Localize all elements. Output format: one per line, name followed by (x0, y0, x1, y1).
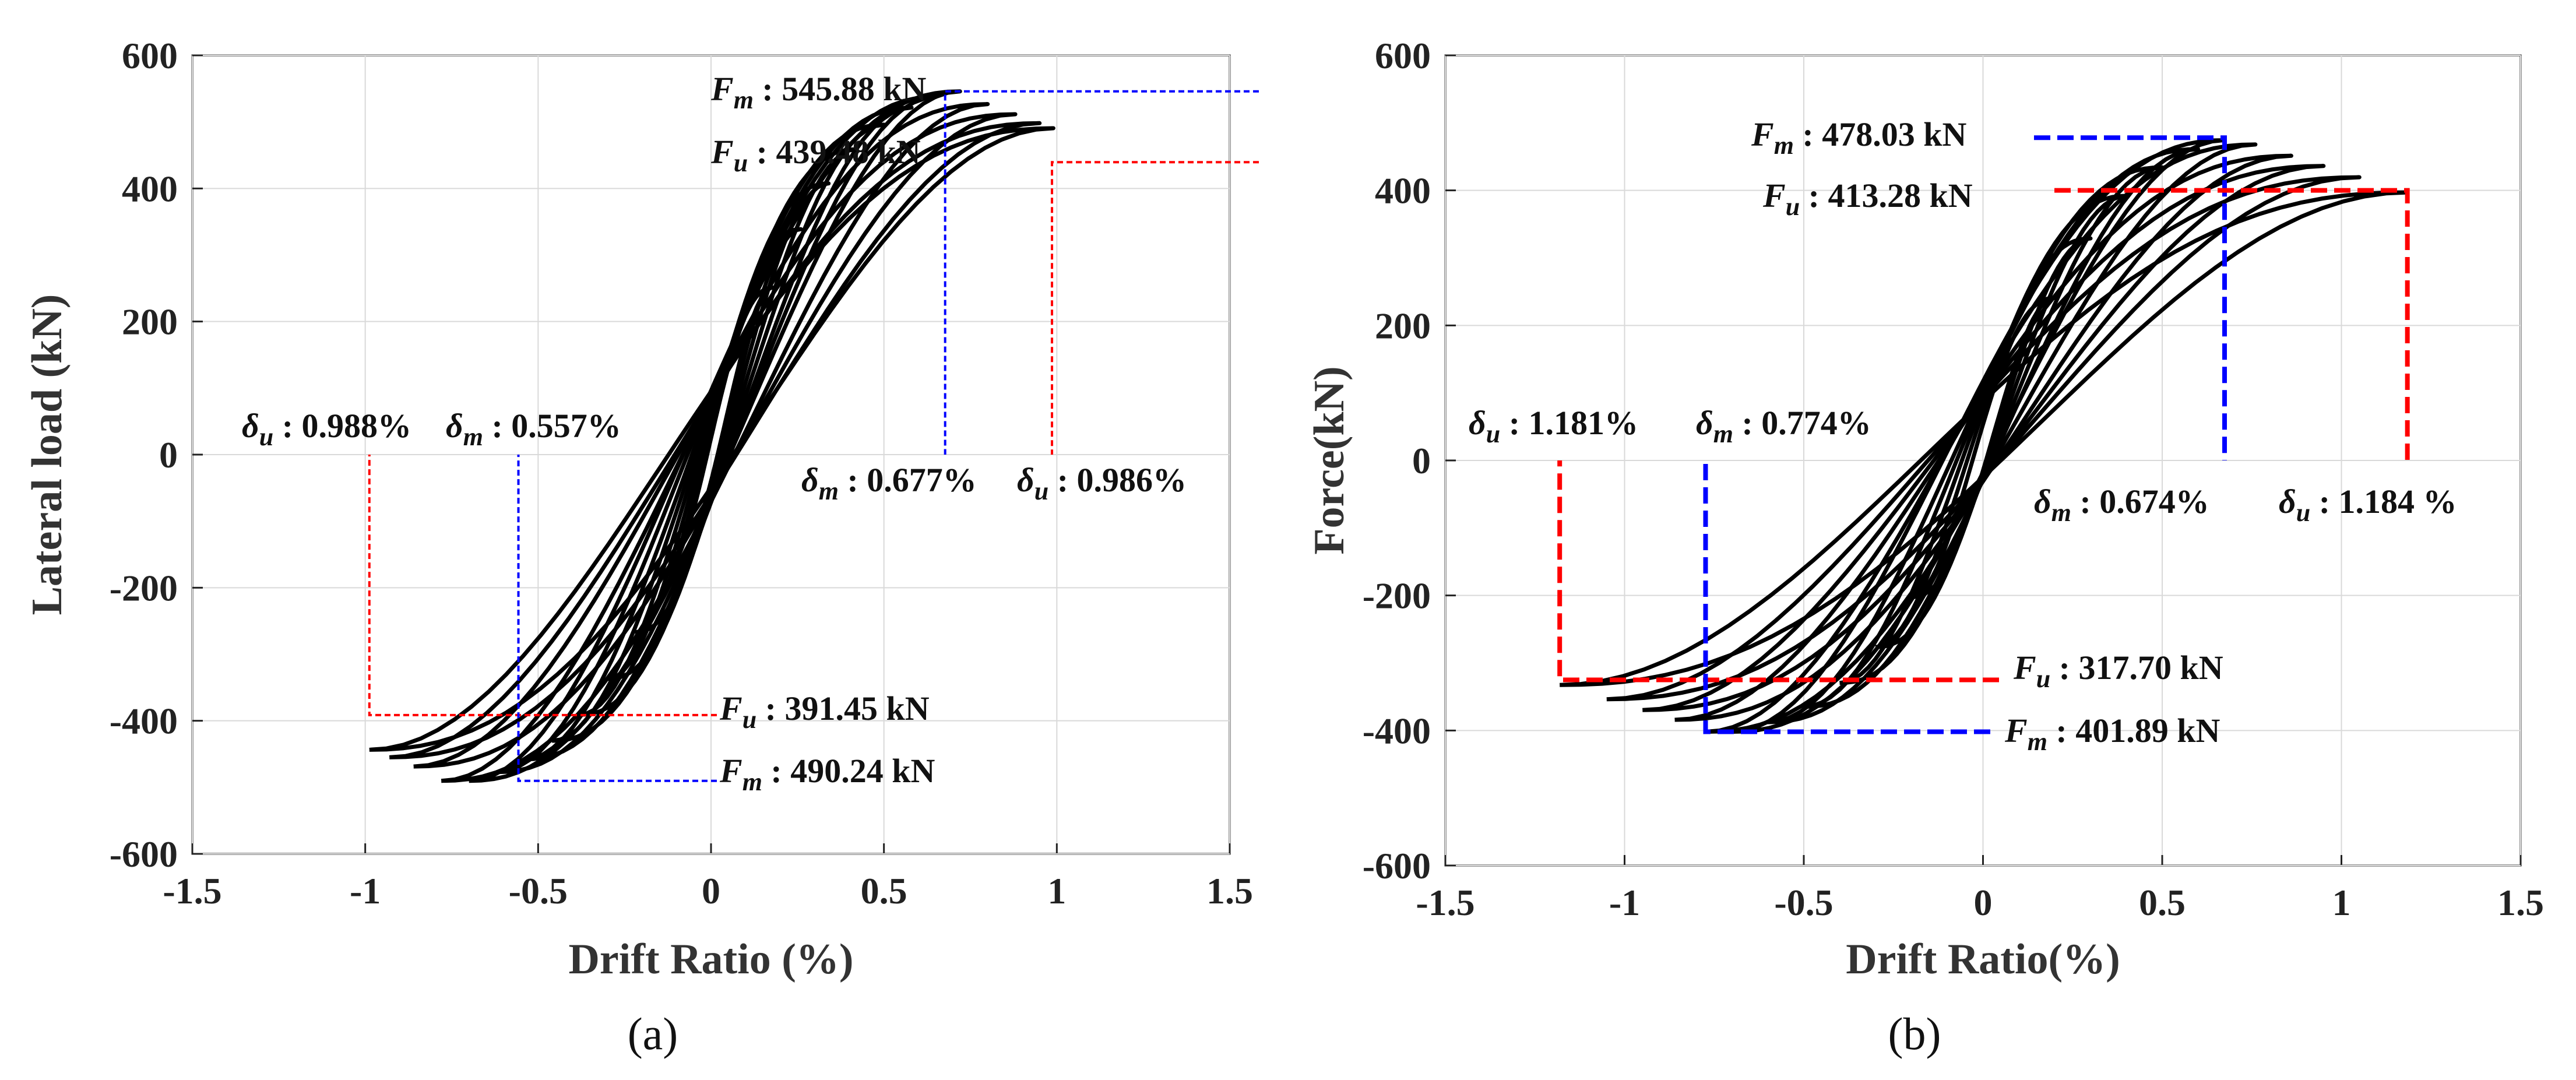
x-tick-label: -1 (1609, 882, 1640, 923)
x-axis-title: Drift Ratio(%) (1846, 935, 2120, 983)
reference-dashed-line (1051, 161, 1259, 455)
y-tick-label: 200 (1375, 305, 1431, 346)
hysteresis-loop (1642, 164, 2326, 712)
drift-annotation: δm : 0.557% (446, 407, 621, 451)
drift-annotation: δu : 1.184 % (2279, 483, 2457, 527)
reference-dashed-line (2034, 135, 2227, 460)
hysteresis-loop (1606, 175, 2362, 702)
drift-annotation: δu : 1.181% (1469, 404, 1638, 448)
force-annotation: Fu : 317.70 kN (2013, 649, 2223, 693)
drift-annotation: δu : 0.988% (242, 407, 411, 451)
x-tick-label: -1.5 (163, 870, 221, 912)
x-tick-label: -0.5 (509, 870, 568, 912)
panel-b: -1.5 -1 -0.5 0 0.5 1 1.5 600 400 200 0 -200 -400 -600… (1305, 35, 2544, 1059)
y-axis-title: Lateral load (kN) (23, 294, 71, 615)
y-tick-label: 600 (122, 35, 178, 76)
drift-annotation: δm : 0.677% (801, 461, 977, 505)
hysteresis-loop (389, 121, 1042, 759)
hysteresis-loop (441, 102, 990, 783)
y-tick-label: -200 (110, 567, 178, 608)
hysteresis-loop (413, 112, 1018, 769)
reference-dashed-line (1557, 460, 1999, 683)
panel-a: -1.5 -1 -0.5 0 0.5 1 1.5 600 400 200 0 -200 -400 -600… (23, 35, 1259, 1059)
y-tick-label: 600 (1375, 35, 1431, 76)
x-tick-label: 1.5 (2497, 882, 2544, 923)
reference-dashed-line (368, 455, 717, 716)
hysteresis-loop (524, 105, 914, 762)
x-tick-label: -0.5 (1774, 882, 1833, 923)
reference-dashed-line (517, 455, 717, 782)
force-annotation: Fu : 413.28 kN (1762, 177, 1973, 221)
panel-caption: (a) (628, 1008, 678, 1059)
force-annotation: Fm : 401.89 kN (2004, 712, 2220, 756)
force-annotation: Fm : 545.88 kN (710, 70, 926, 114)
x-tick-label: 0.5 (2139, 882, 2186, 923)
hysteresis-loop (369, 126, 1055, 752)
reference-dashed-line (2054, 188, 2410, 460)
x-tick-label: 1 (2332, 882, 2351, 923)
y-tick-label: -200 (1363, 575, 1431, 617)
force-annotation: Fu : 391.45 kN (719, 689, 930, 734)
y-tick-label: -600 (1363, 845, 1431, 886)
x-axis-title: Drift Ratio (%) (568, 935, 853, 983)
drift-annotation: δm : 0.674% (2034, 483, 2209, 527)
y-tick-label: -600 (110, 833, 178, 875)
x-tick-label: -1.5 (1416, 882, 1474, 923)
y-tick-label: 0 (159, 434, 178, 476)
x-tick-label: 1.5 (1206, 870, 1253, 912)
hysteresis-loop (1674, 153, 2293, 722)
x-tick-label: 1 (1047, 870, 1066, 912)
y-tick-label: -400 (1363, 710, 1431, 751)
y-tick-label: 400 (122, 168, 178, 209)
reference-dashed-line (1703, 460, 1990, 734)
force-annotation: Fu : 439.48 kN (710, 133, 921, 177)
reference-dashed-line (944, 90, 1259, 455)
x-tick-label: 0.5 (861, 870, 907, 912)
x-tick-label: 0 (1974, 882, 1993, 923)
hysteresis-loop (1768, 147, 2200, 724)
hysteresis-loop (1705, 142, 2258, 734)
y-axis-title: Force(kN) (1305, 366, 1353, 554)
x-tick-label: -1 (350, 870, 381, 912)
y-tick-label: -400 (110, 701, 178, 742)
drift-annotation: δm : 0.774% (1696, 404, 1871, 448)
force-annotation: Fm : 490.24 kN (719, 752, 935, 796)
y-tick-label: 400 (1375, 170, 1431, 212)
drift-annotation: δu : 0.986% (1017, 461, 1187, 505)
y-tick-label: 0 (1412, 440, 1431, 481)
y-tick-label: 200 (122, 301, 178, 343)
panel-caption: (b) (1888, 1008, 1941, 1059)
force-annotation: Fm : 478.03 kN (1751, 115, 1966, 160)
x-tick-label: 0 (702, 870, 720, 912)
